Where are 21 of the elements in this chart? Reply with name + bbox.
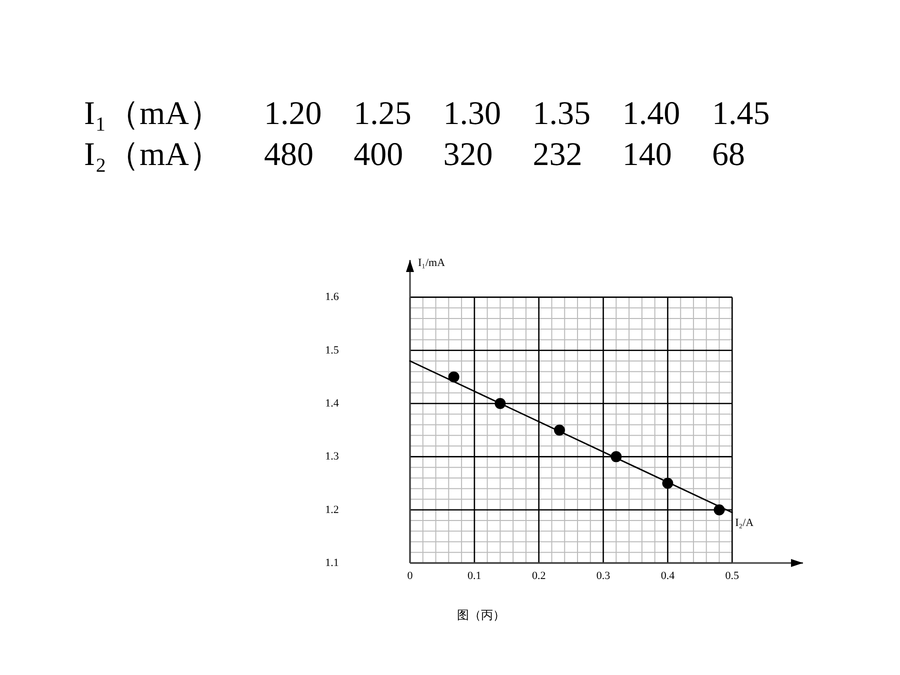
x-tick-label: 0.4 [660, 570, 676, 582]
y-tick-label: 1.2 [325, 504, 339, 516]
y-axis-title: I₁/mA [418, 257, 446, 269]
x-tick-label: 0.2 [532, 570, 546, 582]
point [448, 371, 460, 382]
point [662, 478, 674, 489]
x-tick-label: 0.1 [468, 570, 482, 582]
y-tick-label: 1.3 [325, 450, 340, 463]
y-tick-label: 1.5 [325, 344, 340, 356]
x-axis-title: I₂/A [735, 517, 754, 529]
x-tick-label: 0 [407, 570, 414, 582]
point [554, 424, 565, 436]
point [494, 398, 506, 410]
text: 图（丙） [457, 608, 505, 622]
y-tick-label: 1.4 [325, 398, 340, 410]
y-tick-label: 1.1 [325, 557, 339, 569]
y-tick-label: 1.6 [325, 291, 340, 304]
x-tick-label: 0.5 [725, 570, 740, 582]
point [610, 451, 622, 462]
point [714, 504, 725, 516]
x-tick-label: 0.3 [596, 570, 611, 582]
